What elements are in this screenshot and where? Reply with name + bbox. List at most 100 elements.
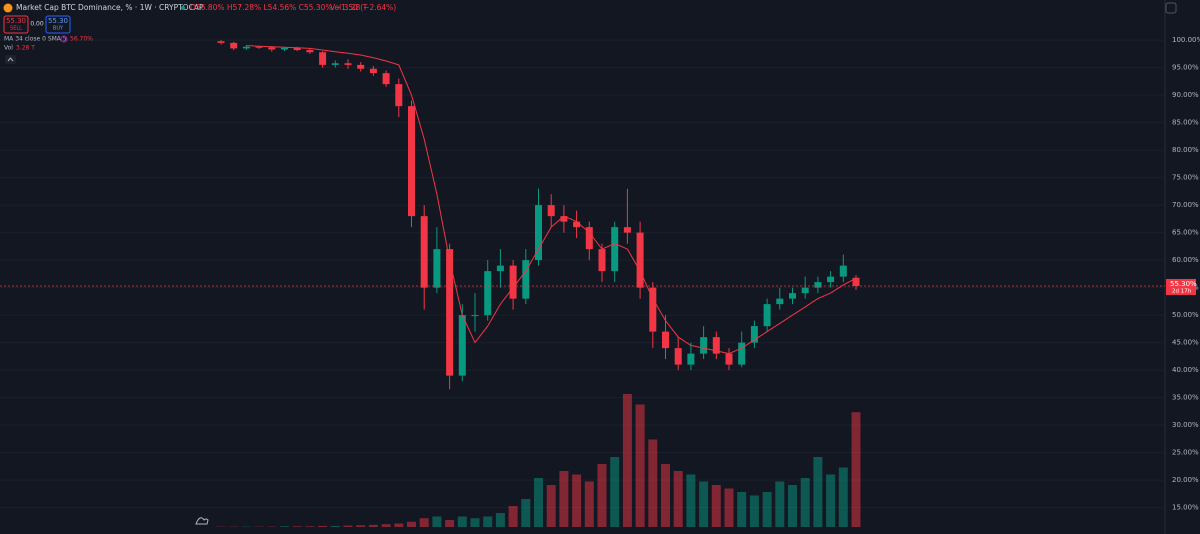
volume-bar: [622, 394, 632, 527]
candle-body: [700, 337, 708, 354]
candle-body: [242, 46, 250, 49]
candle-body: [725, 353, 733, 365]
vol-value: 3.28 T: [16, 45, 35, 52]
volume-bar: [686, 474, 696, 527]
candle-body: [649, 287, 657, 332]
candle-body: [801, 287, 809, 294]
volume-bar: [813, 457, 823, 527]
candle-body: [776, 298, 784, 305]
candle-body: [446, 249, 454, 376]
candle-body: [827, 276, 835, 283]
candle-body: [738, 342, 746, 365]
buy-price: 55.30: [48, 17, 68, 25]
volume-bar: [305, 526, 315, 527]
status-dot: [181, 6, 185, 10]
volume-bar: [343, 525, 353, 527]
volume-bar: [457, 516, 467, 527]
y-tick-label: 35.00%: [1172, 394, 1199, 402]
symbol-title: Market Cap BTC Dominance, % · 1W · CRYPT…: [16, 3, 204, 12]
tv-logo: [195, 517, 209, 525]
volume-bar: [368, 524, 378, 527]
volume-bar: [470, 518, 480, 527]
collapse-icon: [7, 57, 14, 62]
y-tick-label: 70.00%: [1172, 201, 1199, 209]
last-price-tag: [1166, 278, 1196, 295]
candle-body: [535, 205, 542, 261]
candle-body: [395, 84, 403, 107]
last-price-label: 55.30%: [1170, 280, 1197, 288]
countdown: 2d 17h: [1172, 288, 1192, 294]
candle-body: [369, 68, 377, 74]
candle-body: [357, 64, 365, 69]
volume-bar: [572, 474, 582, 527]
volume-bar: [762, 492, 772, 527]
sell-label: SELL: [10, 26, 22, 32]
volume-bar: [394, 523, 404, 527]
ma-legend: MA 34 close 0 SMA 5: [4, 36, 67, 43]
y-tick-label: 95.00%: [1172, 64, 1199, 72]
volume-bar: [419, 518, 429, 527]
candle-body: [712, 337, 720, 354]
candle-body: [674, 348, 682, 365]
candle-body: [687, 353, 695, 365]
volume-bar: [724, 488, 734, 527]
y-tick-label: 40.00%: [1172, 366, 1199, 374]
candle-body: [839, 265, 847, 277]
volume-bar: [432, 516, 442, 527]
candle-body: [331, 63, 339, 65]
volume-bar: [330, 525, 340, 527]
volume-bar: [775, 481, 785, 527]
ma-icon: [60, 35, 68, 43]
candle-body: [623, 227, 631, 233]
volume-bar: [356, 525, 366, 527]
volume-bar: [788, 485, 797, 527]
candle-body: [611, 227, 619, 272]
candle-body: [585, 227, 593, 250]
volume-bar: [749, 495, 759, 527]
ohlc: O56.80% H57.28% L54.56% C55.30% −1.50 (−…: [190, 3, 396, 12]
volume-bar: [318, 525, 328, 527]
plot: [0, 40, 1165, 527]
spread: 0.00: [30, 21, 44, 28]
candle-body: [458, 315, 466, 376]
ma-line: [246, 45, 857, 355]
candle-body: [763, 304, 771, 327]
volume-bar: [292, 526, 302, 527]
candle-body: [522, 260, 530, 299]
candle-body: [230, 42, 238, 49]
ma-value: 56.70%: [70, 36, 93, 43]
volume-bar: [635, 404, 645, 527]
y-tick-label: 75.00%: [1172, 174, 1199, 182]
candle-body: [547, 205, 555, 217]
buy-label: BUY: [53, 26, 64, 32]
y-tick-label: 60.00%: [1172, 256, 1199, 264]
y-tick-label: 90.00%: [1172, 91, 1199, 99]
y-tick-label: 20.00%: [1172, 476, 1199, 484]
candle-body: [268, 47, 276, 50]
volume-bar: [737, 492, 747, 527]
buy-button[interactable]: [45, 15, 71, 34]
volume-bar: [381, 524, 391, 527]
candle-body: [573, 221, 581, 228]
candle-body: [852, 277, 860, 286]
volume-bar: [508, 506, 518, 527]
y-tick-label: 50.00%: [1172, 311, 1199, 319]
y-tick-label: 85.00%: [1172, 119, 1199, 127]
settings-button[interactable]: [1165, 2, 1177, 14]
vol-legend: Vol: [4, 45, 13, 52]
candle-body: [306, 50, 314, 53]
candle-body: [789, 293, 796, 299]
candle-body: [217, 41, 225, 43]
grid: [0, 39, 1165, 509]
sell-button[interactable]: [3, 15, 29, 34]
y-tick-label: 65.00%: [1172, 229, 1199, 237]
candle-body: [255, 46, 263, 48]
candle-body: [636, 232, 644, 288]
volume-bar: [648, 439, 658, 527]
candle-body: [433, 249, 441, 288]
candle-body: [471, 315, 479, 317]
collapse-button[interactable]: [5, 55, 16, 64]
candle-body: [662, 331, 669, 349]
candle-body: [750, 326, 758, 343]
